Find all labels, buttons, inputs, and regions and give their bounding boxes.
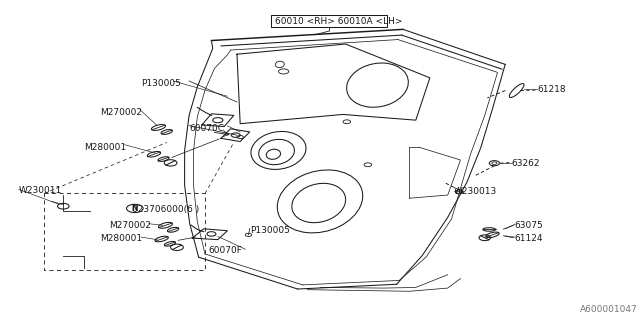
Text: 60070F: 60070F: [208, 246, 242, 255]
Text: M280001: M280001: [84, 143, 126, 152]
Text: A600001047: A600001047: [580, 305, 638, 314]
Text: P130005: P130005: [141, 79, 181, 88]
Text: 61218: 61218: [537, 85, 566, 94]
Text: 60070C: 60070C: [189, 124, 224, 132]
Text: P130005: P130005: [250, 226, 290, 235]
Text: M270002: M270002: [109, 221, 151, 230]
Text: 023706000(6 ): 023706000(6 ): [132, 205, 199, 214]
Text: M280001: M280001: [100, 234, 142, 243]
Text: 60010 <RH> 60010A <LH>: 60010 <RH> 60010A <LH>: [275, 17, 403, 26]
Text: 63075: 63075: [515, 221, 543, 230]
Text: 61124: 61124: [515, 234, 543, 243]
FancyBboxPatch shape: [271, 15, 387, 27]
Text: W230011: W230011: [19, 186, 62, 195]
Text: N: N: [132, 204, 138, 213]
Text: M270002: M270002: [100, 108, 141, 117]
Text: 63262: 63262: [511, 159, 540, 168]
Text: W230013: W230013: [454, 188, 497, 196]
